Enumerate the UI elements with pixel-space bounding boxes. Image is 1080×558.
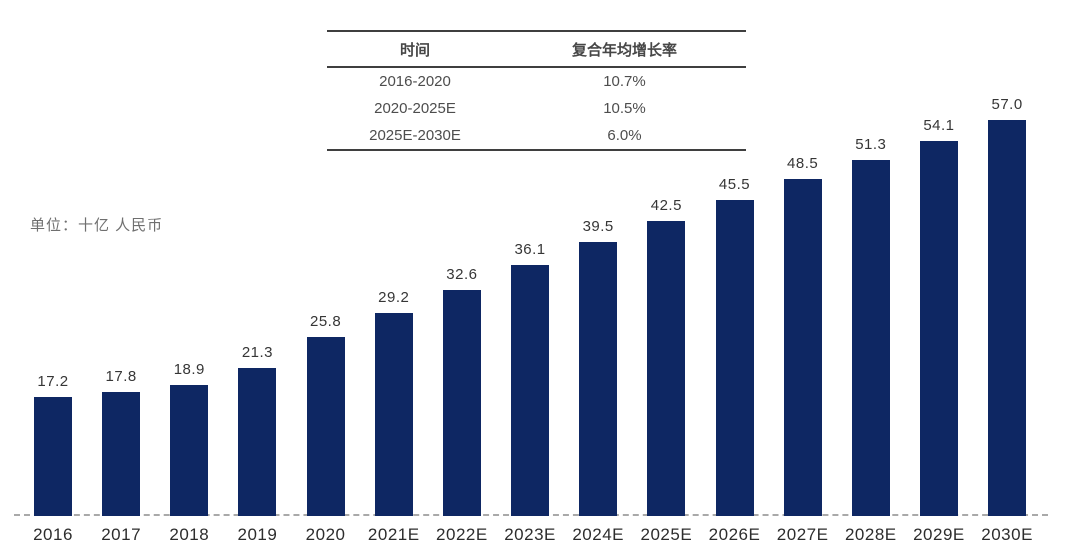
unit-label: 单位：十亿 人民币 <box>30 217 164 234</box>
cagr-rate: 10.7% <box>603 73 646 90</box>
cagr-rate: 6.0% <box>607 127 642 144</box>
bar <box>851 160 890 516</box>
bar <box>306 337 345 516</box>
x-axis-tick-label: 2016 <box>33 525 73 544</box>
bar-value-label: 54.1 <box>923 117 955 134</box>
cagr-period: 2016-2020 <box>379 73 451 90</box>
cagr-header-time: 时间 <box>399 41 430 59</box>
x-axis-tick-label: 2020 <box>305 525 346 544</box>
x-axis-tick-label: 2018 <box>169 525 210 544</box>
x-axis-tick-label: 2026E <box>708 525 761 544</box>
cagr-table-row: 2025E-2030E 6.0% <box>327 122 746 149</box>
bar <box>511 265 550 516</box>
x-axis-tick-label: 2029E <box>913 525 965 544</box>
bar-value-label: 45.5 <box>718 176 751 193</box>
cagr-table-header-row: 时间 复合年均增长率 <box>327 32 746 68</box>
bar-value-label: 32.6 <box>446 266 478 283</box>
bar <box>988 120 1027 516</box>
bar-value-label: 48.5 <box>787 155 819 172</box>
cagr-table: 时间 复合年均增长率 2016-2020 10.7% 2020-2025E 10.5%… <box>327 30 746 151</box>
cagr-table-row: 2016-2020 10.7% <box>327 68 746 95</box>
x-axis-tick-label: 2024E <box>572 525 625 544</box>
bar <box>783 179 822 516</box>
x-axis-tick-label: 2028E <box>844 525 897 544</box>
x-axis-tick-label: 2021E <box>367 525 420 544</box>
bar-value-label: 39.5 <box>582 218 614 235</box>
cagr-table-row: 2020-2025E 10.5% <box>327 95 746 122</box>
bar <box>238 368 277 516</box>
cagr-rate: 10.5% <box>603 100 646 117</box>
bar-value-label: 21.3 <box>241 344 274 361</box>
bar <box>34 397 72 516</box>
bar <box>579 242 618 516</box>
bar <box>919 141 958 516</box>
bar-value-label: 51.3 <box>855 136 887 153</box>
cagr-period: 2025E-2030E <box>369 127 461 144</box>
cagr-period: 2020-2025E <box>374 100 456 117</box>
x-axis-tick-label: 2022E <box>436 525 488 544</box>
x-axis-tick-label: 2025E <box>640 525 693 544</box>
bar-value-label: 17.8 <box>105 368 137 385</box>
bar <box>442 290 481 516</box>
bar <box>374 313 413 516</box>
bar-value-label: 29.2 <box>378 289 410 306</box>
x-axis-tick-label: 2019 <box>237 525 278 544</box>
x-axis-tick-label: 2027E <box>776 525 829 544</box>
bar <box>715 200 754 516</box>
bar <box>647 221 686 516</box>
x-axis-tick-label: 2030E <box>981 525 1033 544</box>
bar-value-label: 17.2 <box>37 373 69 390</box>
bar-value-label: 42.5 <box>650 197 682 214</box>
bar-value-label: 25.8 <box>309 313 342 330</box>
bar-value-label: 57.0 <box>991 96 1023 113</box>
bar <box>170 385 209 516</box>
bar-value-label: 36.1 <box>514 241 546 258</box>
cagr-header-rate: 复合年均增长率 <box>571 41 677 59</box>
bar <box>102 392 141 516</box>
bar-value-label: 18.9 <box>173 361 205 378</box>
x-axis-tick-label: 2023E <box>504 525 556 544</box>
x-axis-tick-label: 2017 <box>101 525 142 544</box>
